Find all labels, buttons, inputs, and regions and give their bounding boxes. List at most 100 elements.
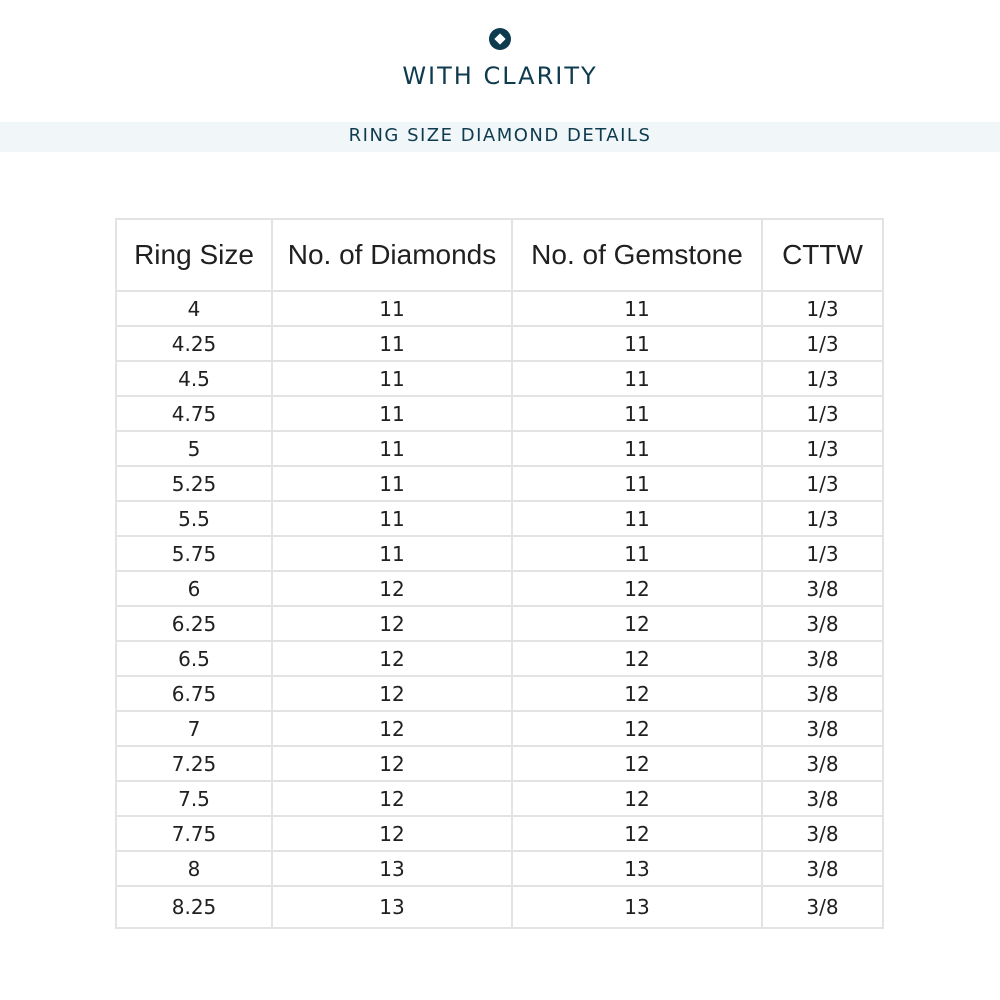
table-row: 6 12 12 3/8: [115, 570, 884, 607]
table-row: 4.25 11 11 1/3: [115, 325, 884, 362]
cell-cttw: 3/8: [761, 640, 884, 677]
table-row: 5 11 11 1/3: [115, 430, 884, 467]
table-row: 4.5 11 11 1/3: [115, 360, 884, 397]
table-row: 4 11 11 1/3: [115, 290, 884, 327]
cell-no-of-gemstone: 12: [511, 605, 763, 642]
cell-cttw: 1/3: [761, 325, 884, 362]
cell-no-of-gemstone: 12: [511, 675, 763, 712]
cell-cttw: 1/3: [761, 535, 884, 572]
cell-no-of-diamonds: 12: [271, 605, 513, 642]
cell-ring-size: 7.25: [115, 745, 273, 782]
cell-no-of-gemstone: 11: [511, 535, 763, 572]
table-row: 6.5 12 12 3/8: [115, 640, 884, 677]
cell-cttw: 3/8: [761, 850, 884, 887]
cell-ring-size: 6.75: [115, 675, 273, 712]
cell-ring-size: 4.75: [115, 395, 273, 432]
cell-no-of-diamonds: 12: [271, 675, 513, 712]
table-row: 8.25 13 13 3/8: [115, 885, 884, 929]
cell-no-of-diamonds: 12: [271, 640, 513, 677]
cell-ring-size: 6.5: [115, 640, 273, 677]
cell-no-of-diamonds: 11: [271, 290, 513, 327]
header-no-of-gemstone: No. of Gemstone: [511, 218, 763, 292]
cell-ring-size: 7: [115, 710, 273, 747]
cell-no-of-gemstone: 11: [511, 360, 763, 397]
cell-ring-size: 5.5: [115, 500, 273, 537]
cell-no-of-gemstone: 11: [511, 465, 763, 502]
header-cttw: CTTW: [761, 218, 884, 292]
cell-no-of-gemstone: 11: [511, 395, 763, 432]
cell-cttw: 3/8: [761, 780, 884, 817]
table-row: 7.5 12 12 3/8: [115, 780, 884, 817]
cell-ring-size: 5.25: [115, 465, 273, 502]
table-row: 7.25 12 12 3/8: [115, 745, 884, 782]
cell-no-of-diamonds: 12: [271, 570, 513, 607]
table-row: 4.75 11 11 1/3: [115, 395, 884, 432]
cell-no-of-gemstone: 11: [511, 500, 763, 537]
table-row: 6.75 12 12 3/8: [115, 675, 884, 712]
cell-no-of-diamonds: 11: [271, 465, 513, 502]
cell-ring-size: 8: [115, 850, 273, 887]
table-row: 7 12 12 3/8: [115, 710, 884, 747]
cell-ring-size: 5.75: [115, 535, 273, 572]
cell-ring-size: 7.75: [115, 815, 273, 852]
table-header-row: Ring Size No. of Diamonds No. of Gemston…: [115, 218, 884, 292]
cell-no-of-gemstone: 12: [511, 570, 763, 607]
header-no-of-diamonds: No. of Diamonds: [271, 218, 513, 292]
cell-no-of-gemstone: 11: [511, 325, 763, 362]
cell-ring-size: 6.25: [115, 605, 273, 642]
cell-cttw: 1/3: [761, 430, 884, 467]
cell-cttw: 3/8: [761, 885, 884, 929]
cell-no-of-diamonds: 11: [271, 395, 513, 432]
cell-no-of-diamonds: 11: [271, 430, 513, 467]
cell-no-of-diamonds: 11: [271, 535, 513, 572]
cell-cttw: 3/8: [761, 815, 884, 852]
table-row: 6.25 12 12 3/8: [115, 605, 884, 642]
cell-cttw: 3/8: [761, 745, 884, 782]
cell-no-of-diamonds: 11: [271, 360, 513, 397]
ring-size-table-container: Ring Size No. of Diamonds No. of Gemston…: [115, 218, 884, 929]
cell-ring-size: 4.25: [115, 325, 273, 362]
cell-no-of-diamonds: 12: [271, 815, 513, 852]
cell-no-of-gemstone: 12: [511, 780, 763, 817]
cell-no-of-diamonds: 11: [271, 500, 513, 537]
cell-no-of-diamonds: 13: [271, 885, 513, 929]
cell-no-of-diamonds: 12: [271, 780, 513, 817]
cell-ring-size: 5: [115, 430, 273, 467]
cell-cttw: 1/3: [761, 500, 884, 537]
subtitle-band: [0, 122, 1000, 152]
cell-cttw: 1/3: [761, 465, 884, 502]
cell-ring-size: 8.25: [115, 885, 273, 929]
table-row: 5.75 11 11 1/3: [115, 535, 884, 572]
cell-no-of-gemstone: 11: [511, 430, 763, 467]
diamond-icon: [494, 33, 506, 45]
brand-logo-icon: [489, 28, 511, 50]
cell-ring-size: 7.5: [115, 780, 273, 817]
brand-name: WITH CLARITY: [402, 62, 598, 90]
table-row: 5.25 11 11 1/3: [115, 465, 884, 502]
cell-no-of-gemstone: 13: [511, 885, 763, 929]
header-ring-size: Ring Size: [115, 218, 273, 292]
cell-no-of-gemstone: 12: [511, 745, 763, 782]
table-body: 4 11 11 1/3 4.25 11 11 1/3 4.5 11 11 1/3 4.75 11 11 1/3…: [115, 290, 884, 929]
cell-cttw: 3/8: [761, 570, 884, 607]
page-title: RING SIZE DIAMOND DETAILS: [348, 125, 652, 146]
table-row: 8 13 13 3/8: [115, 850, 884, 887]
cell-no-of-diamonds: 12: [271, 710, 513, 747]
cell-cttw: 3/8: [761, 675, 884, 712]
cell-ring-size: 4.5: [115, 360, 273, 397]
cell-no-of-gemstone: 11: [511, 290, 763, 327]
table-row: 5.5 11 11 1/3: [115, 500, 884, 537]
cell-cttw: 1/3: [761, 360, 884, 397]
ring-size-table: Ring Size No. of Diamonds No. of Gemston…: [115, 218, 884, 929]
cell-cttw: 3/8: [761, 710, 884, 747]
cell-no-of-gemstone: 12: [511, 710, 763, 747]
cell-no-of-gemstone: 12: [511, 815, 763, 852]
table-row: 7.75 12 12 3/8: [115, 815, 884, 852]
cell-no-of-gemstone: 12: [511, 640, 763, 677]
cell-ring-size: 6: [115, 570, 273, 607]
cell-no-of-diamonds: 12: [271, 745, 513, 782]
cell-ring-size: 4: [115, 290, 273, 327]
cell-no-of-diamonds: 11: [271, 325, 513, 362]
cell-no-of-diamonds: 13: [271, 850, 513, 887]
cell-no-of-gemstone: 13: [511, 850, 763, 887]
